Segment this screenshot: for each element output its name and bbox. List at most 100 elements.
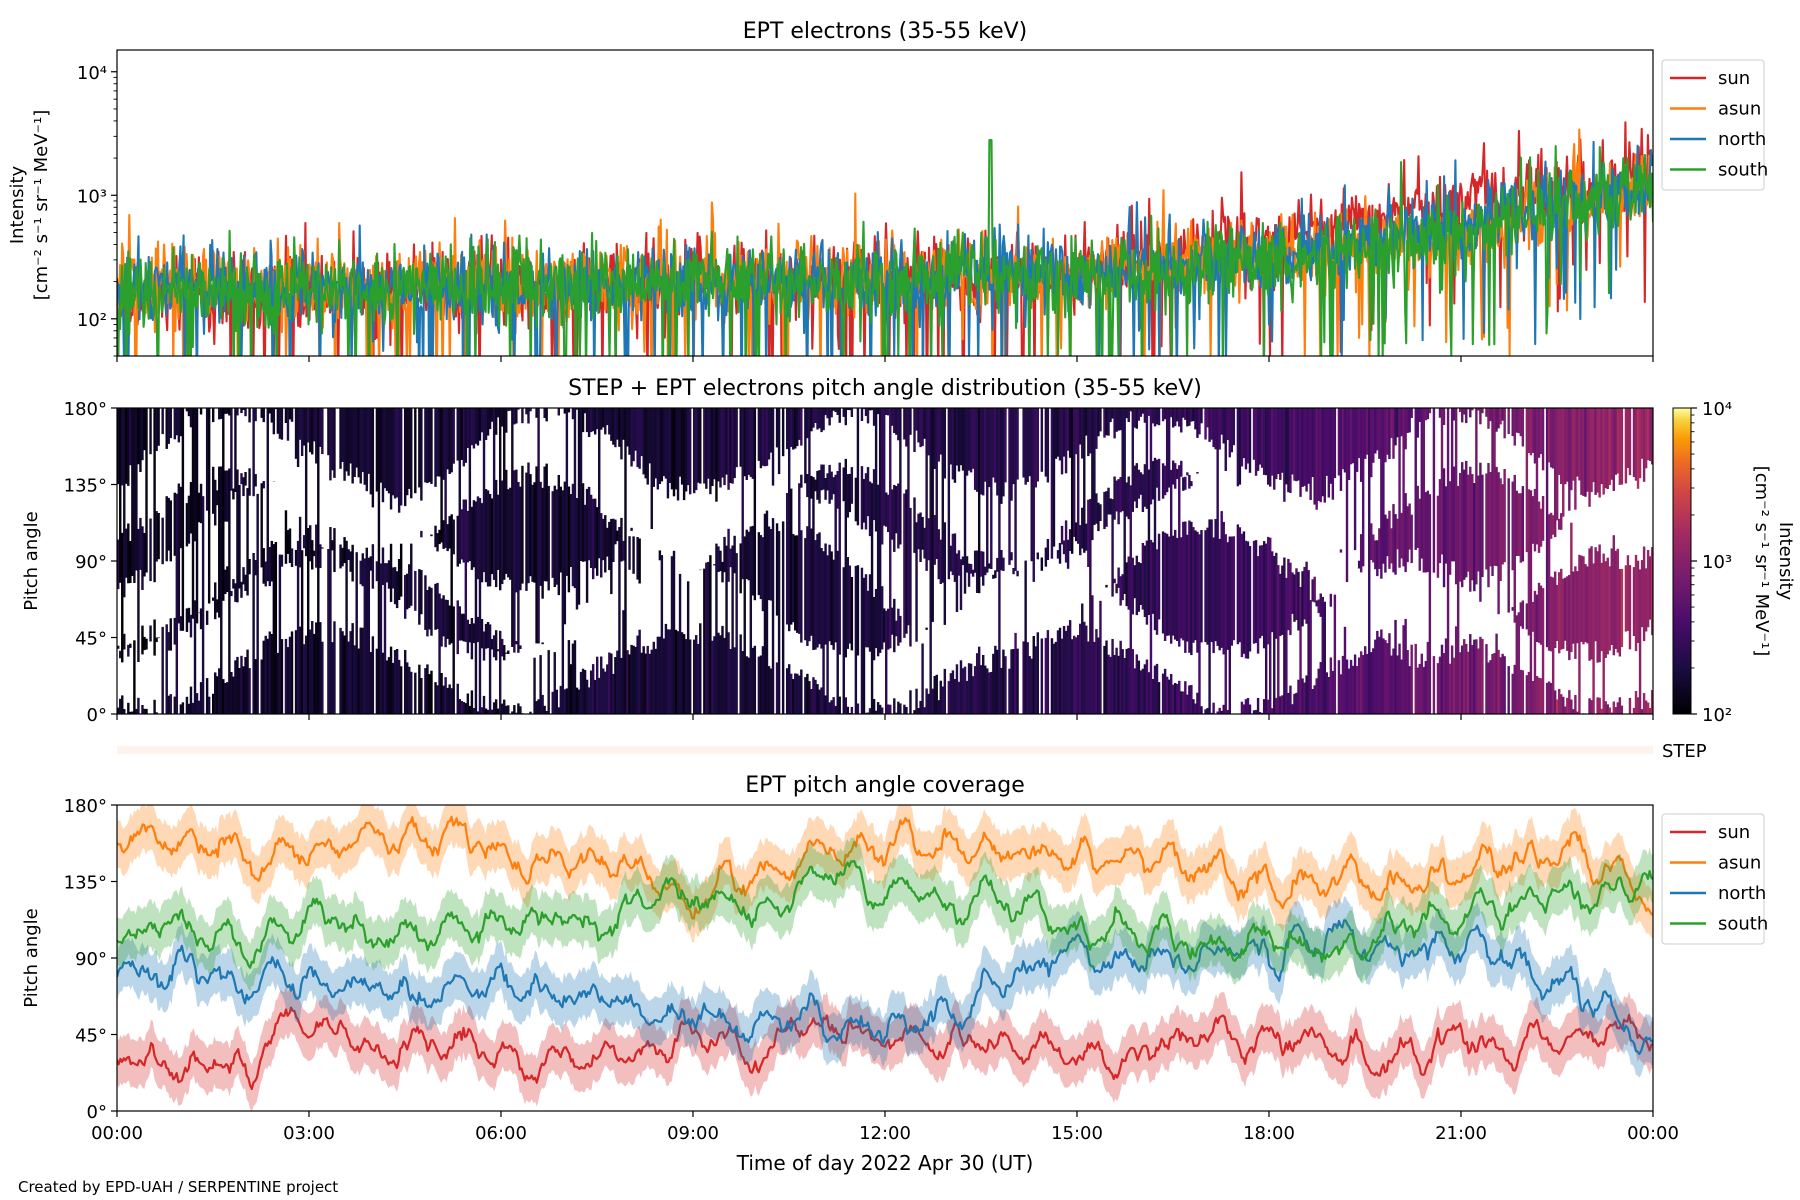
pad-cell bbox=[1541, 588, 1545, 714]
pad-cell bbox=[161, 626, 164, 714]
pad-cell bbox=[1382, 408, 1385, 564]
intensity-legend-label-south: south bbox=[1718, 160, 1768, 181]
pad-cell bbox=[1475, 408, 1478, 585]
pad-cell bbox=[1376, 408, 1379, 451]
pad-cell bbox=[1182, 691, 1185, 714]
pad-cell bbox=[1568, 690, 1571, 714]
pad-cell bbox=[1240, 701, 1244, 714]
pad-panel: STEP + EPT electrons pitch angle distrib… bbox=[21, 376, 1796, 726]
pad-cell bbox=[264, 561, 267, 587]
pad-cell bbox=[868, 408, 872, 411]
pad-cell bbox=[591, 664, 595, 714]
pad-cell bbox=[1192, 408, 1195, 422]
pad-cell bbox=[1501, 653, 1504, 714]
pad-cell bbox=[395, 408, 399, 498]
pad-cell bbox=[503, 699, 506, 714]
coverage-ylabel: Pitch angle bbox=[21, 908, 42, 1007]
intensity-legend-label-asun: asun bbox=[1718, 99, 1761, 120]
pad-cell bbox=[521, 465, 524, 584]
pad-cell bbox=[1133, 668, 1137, 714]
pad-cell bbox=[767, 408, 771, 460]
pad-cell bbox=[612, 518, 615, 562]
pad-cell bbox=[1307, 408, 1310, 484]
pad-cell bbox=[387, 560, 391, 589]
pad-cell bbox=[1612, 408, 1615, 491]
pad-cell bbox=[719, 550, 722, 572]
pad-cell bbox=[824, 478, 827, 500]
pad-cell bbox=[1428, 494, 1432, 714]
pad-cell bbox=[1115, 583, 1118, 594]
pad-cell bbox=[1107, 654, 1110, 714]
pad-cell bbox=[887, 704, 890, 714]
pad-cell bbox=[1398, 408, 1401, 568]
pad-cell bbox=[581, 668, 585, 714]
pad-cell bbox=[478, 408, 482, 441]
pad-cell bbox=[935, 674, 938, 714]
pad-cell bbox=[1216, 711, 1219, 714]
pad-cell bbox=[1610, 408, 1613, 480]
pad-cell bbox=[179, 408, 183, 437]
pad-cell bbox=[474, 501, 478, 714]
pad-cell bbox=[1125, 648, 1128, 714]
pad-cell bbox=[476, 408, 480, 446]
pad-cell bbox=[1127, 648, 1130, 714]
pad-cell bbox=[387, 657, 391, 714]
pad-cell bbox=[236, 469, 239, 603]
pad-cell bbox=[1194, 530, 1197, 641]
pad-cell bbox=[1521, 670, 1525, 714]
pad-cell bbox=[903, 408, 906, 440]
pad-cell bbox=[1420, 653, 1423, 714]
pad-cell bbox=[385, 408, 389, 491]
pad-cell bbox=[868, 481, 872, 537]
pad-cell bbox=[943, 522, 947, 625]
coverage-series-north bbox=[117, 919, 1653, 1056]
pad-cell bbox=[1481, 474, 1484, 578]
pad-cell bbox=[1321, 408, 1324, 497]
pad-cell bbox=[969, 564, 973, 574]
pad-cell bbox=[1636, 560, 1640, 643]
pad-cell bbox=[816, 533, 819, 648]
pad-cell bbox=[616, 650, 619, 714]
pad-cell bbox=[1410, 514, 1413, 564]
pad-cell bbox=[1454, 408, 1458, 585]
pad-cell bbox=[832, 559, 835, 650]
pad-cell bbox=[375, 408, 379, 492]
pad-cell bbox=[680, 632, 684, 714]
pad-cell bbox=[565, 688, 569, 714]
pad-cell bbox=[551, 691, 554, 714]
pad-cell bbox=[1089, 498, 1092, 714]
pad-cell bbox=[1564, 408, 1567, 485]
pad-cell bbox=[535, 701, 538, 714]
pad-cell bbox=[581, 483, 585, 562]
pad-cell bbox=[1428, 408, 1432, 414]
pad-cell bbox=[979, 408, 983, 495]
pad-cell bbox=[1337, 660, 1341, 714]
pad-cell bbox=[1489, 408, 1492, 422]
pad-cell bbox=[806, 673, 809, 714]
pad-cell bbox=[1499, 408, 1502, 425]
pad-cell bbox=[472, 408, 476, 449]
pad-cell bbox=[1624, 408, 1628, 484]
pad-cell bbox=[1634, 408, 1638, 481]
pad-cell bbox=[1264, 543, 1268, 714]
pad-cell bbox=[1024, 408, 1027, 485]
pad-cell bbox=[640, 408, 643, 457]
pad-cell bbox=[874, 710, 878, 714]
pad-cell bbox=[686, 581, 690, 714]
pad-cell bbox=[317, 408, 320, 714]
pad-cell bbox=[982, 655, 985, 714]
pad-cell bbox=[1574, 566, 1577, 659]
pad-cell bbox=[1161, 531, 1165, 634]
pad-cell bbox=[909, 408, 912, 435]
pad-cell bbox=[575, 408, 579, 410]
pad-cell bbox=[205, 610, 209, 625]
pad-cell bbox=[660, 555, 664, 714]
pad-cell bbox=[1232, 408, 1236, 446]
pad-cell bbox=[262, 408, 265, 423]
pad-cell bbox=[515, 469, 518, 593]
pad-cell bbox=[965, 680, 969, 714]
pad-cell bbox=[207, 408, 211, 604]
pad-cell bbox=[1355, 666, 1359, 714]
pad-cell bbox=[1297, 679, 1300, 714]
pad-cell bbox=[545, 711, 548, 714]
